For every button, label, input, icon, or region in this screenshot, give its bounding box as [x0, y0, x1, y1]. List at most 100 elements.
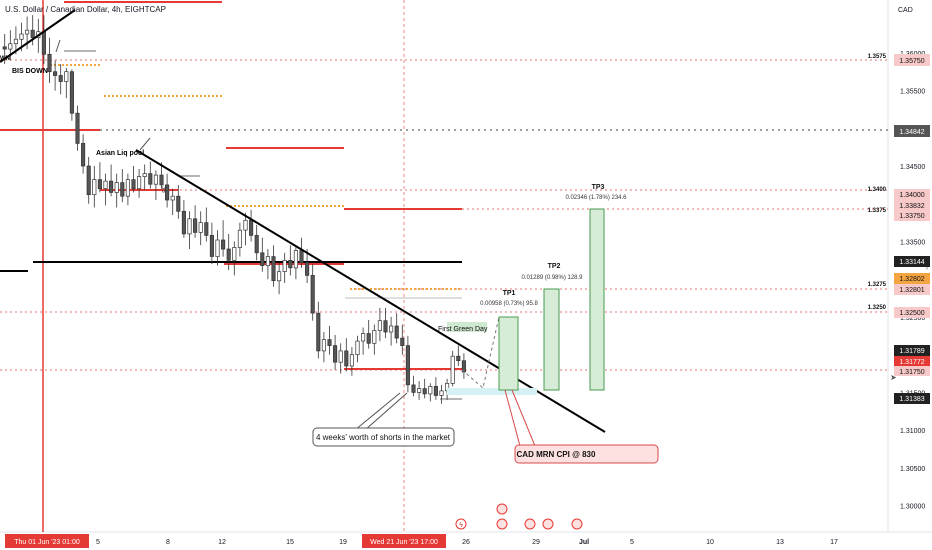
candle-body[interactable]	[215, 239, 220, 257]
candle-body[interactable]	[165, 184, 170, 201]
candle-body[interactable]	[243, 219, 248, 231]
tp2-box[interactable]	[543, 288, 560, 391]
candle-body[interactable]	[209, 235, 214, 257]
candle-body[interactable]	[97, 179, 102, 190]
cpi-callout[interactable]	[514, 444, 659, 464]
candle-body[interactable]	[181, 210, 186, 235]
event-icons[interactable]: ϟ	[455, 503, 583, 530]
candle-body[interactable]	[355, 340, 360, 356]
candle-body[interactable]	[193, 218, 198, 233]
candle-body[interactable]	[92, 179, 97, 196]
candle-body[interactable]	[47, 53, 52, 73]
candle-body[interactable]	[153, 174, 158, 185]
candle-body[interactable]	[333, 345, 338, 363]
price-tick-label: 1.31000	[900, 428, 925, 435]
candle-body[interactable]	[120, 182, 125, 197]
candle-body[interactable]	[411, 384, 416, 393]
candle-body[interactable]	[265, 256, 270, 267]
candle-body[interactable]	[349, 354, 354, 367]
candle-body[interactable]	[109, 180, 114, 193]
candle-body[interactable]	[310, 275, 315, 314]
candle-body[interactable]	[377, 320, 382, 331]
badge-13484-text: 1.34842	[899, 129, 924, 136]
candle-body[interactable]	[30, 29, 35, 39]
candle-body[interactable]	[64, 71, 69, 82]
tp1-box[interactable]	[498, 316, 519, 391]
candle-body[interactable]	[338, 350, 343, 363]
candle-body[interactable]	[75, 112, 80, 144]
candle-body[interactable]	[41, 31, 46, 55]
candle-body[interactable]	[405, 345, 410, 386]
candle-body[interactable]	[383, 320, 388, 333]
time-axis[interactable]: Thu 01 Jun '23 01:00 Wed 21 Jun '23 17:0…	[5, 534, 838, 548]
candle-body[interactable]	[361, 333, 366, 342]
candle-body[interactable]	[439, 390, 444, 396]
candle-body[interactable]	[221, 239, 226, 250]
candle-body[interactable]	[176, 195, 181, 212]
candle-body[interactable]	[456, 355, 461, 362]
us-flag-event-icon-d[interactable]	[571, 518, 583, 530]
candle-body[interactable]	[249, 219, 254, 236]
candle-body[interactable]	[299, 250, 304, 263]
candle-body[interactable]	[19, 33, 24, 40]
candle-body[interactable]	[305, 262, 310, 276]
candle-body[interactable]	[53, 71, 58, 76]
candle-body[interactable]	[366, 333, 371, 344]
candle-body[interactable]	[321, 339, 326, 352]
candle-body[interactable]	[293, 250, 298, 269]
shorts-callout[interactable]	[312, 427, 455, 447]
tp3-box[interactable]	[589, 208, 605, 391]
candle-body[interactable]	[288, 259, 293, 269]
candle-body[interactable]	[226, 248, 231, 261]
axis-arrow-icon[interactable]: ➤	[890, 373, 897, 382]
candle-body[interactable]	[13, 38, 18, 45]
candles-group[interactable]	[2, 15, 466, 404]
candle-body[interactable]	[114, 182, 119, 193]
candle-body[interactable]	[204, 222, 209, 236]
candle-body[interactable]	[232, 247, 237, 261]
candle-body[interactable]	[142, 173, 147, 177]
candle-body[interactable]	[389, 325, 394, 333]
plot-area[interactable]	[0, 0, 888, 532]
candle-body[interactable]	[428, 386, 433, 395]
candle-body[interactable]	[170, 195, 175, 201]
candle-body[interactable]	[422, 388, 427, 395]
candle-body[interactable]	[417, 388, 422, 393]
candle-body[interactable]	[237, 229, 242, 248]
candle-body[interactable]	[69, 71, 74, 114]
candle-body[interactable]	[8, 43, 13, 50]
candle-body[interactable]	[316, 312, 321, 352]
candle-body[interactable]	[25, 29, 30, 35]
candle-body[interactable]	[282, 259, 287, 272]
candle-body[interactable]	[198, 222, 203, 233]
ca-flag-event-icon[interactable]	[496, 503, 508, 515]
us-flag-event-icon-b[interactable]	[524, 518, 536, 530]
candle-body[interactable]	[394, 325, 399, 339]
lightning-event-icon[interactable]	[455, 518, 467, 530]
candle-body[interactable]	[125, 179, 130, 197]
candle-body[interactable]	[260, 252, 265, 266]
candle-body[interactable]	[433, 386, 438, 396]
candle-body[interactable]	[344, 350, 349, 367]
us-flag-event-icon-a[interactable]	[496, 518, 508, 530]
candle-body[interactable]	[400, 337, 405, 346]
candle-body[interactable]	[103, 180, 108, 189]
candle-body[interactable]	[159, 174, 164, 186]
candle-body[interactable]	[254, 235, 259, 254]
candle-body[interactable]	[58, 75, 63, 82]
axis-chevron-icon[interactable]: ›	[926, 266, 928, 272]
candle-body[interactable]	[372, 330, 377, 344]
candle-body[interactable]	[327, 339, 332, 346]
candle-body[interactable]	[2, 46, 7, 50]
candle-body[interactable]	[450, 355, 455, 384]
candle-body[interactable]	[277, 271, 282, 282]
candle-body[interactable]	[187, 218, 192, 235]
candle-body[interactable]	[271, 256, 276, 282]
us-flag-event-icon-c[interactable]	[542, 518, 554, 530]
candle-body[interactable]	[81, 143, 86, 167]
candle-body[interactable]	[86, 165, 91, 196]
candle-body[interactable]	[148, 173, 153, 185]
candle-body[interactable]	[131, 179, 136, 190]
candle-body[interactable]	[137, 176, 142, 190]
